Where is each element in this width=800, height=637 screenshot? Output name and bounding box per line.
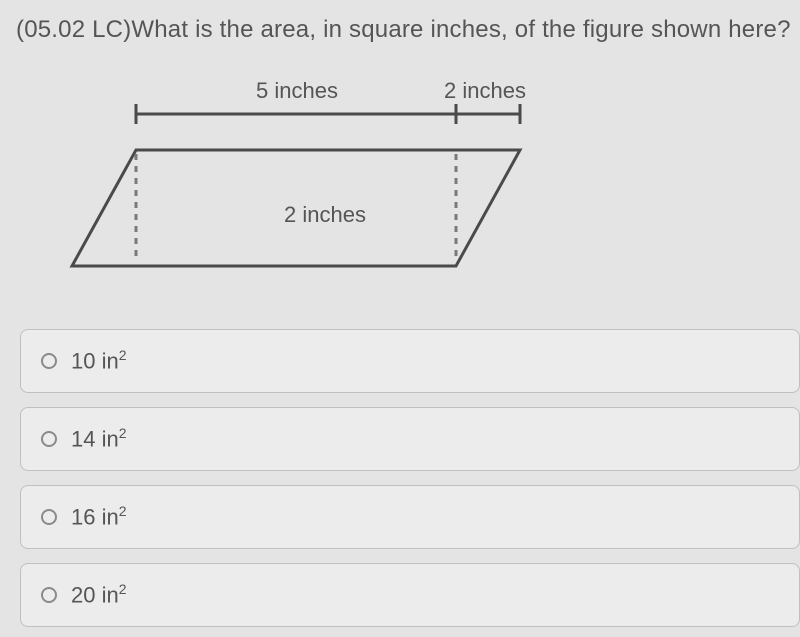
choice-exp-2: 2 bbox=[119, 503, 127, 519]
choice-val-2: 16 bbox=[71, 505, 95, 530]
choice-1[interactable]: 14 in2 bbox=[20, 407, 800, 471]
dim-label-5in: 5 inches bbox=[256, 78, 338, 103]
choice-0[interactable]: 10 in2 bbox=[20, 329, 800, 393]
choice-val-1: 14 bbox=[71, 427, 95, 452]
choice-exp-0: 2 bbox=[119, 347, 127, 363]
question-body: What is the area, in square inches, of t… bbox=[131, 16, 790, 43]
page-root: (05.02 LC)What is the area, in square in… bbox=[0, 0, 800, 637]
answer-choices: 10 in2 14 in2 16 in2 20 in2 bbox=[0, 329, 800, 627]
choice-2[interactable]: 16 in2 bbox=[20, 485, 800, 549]
choice-val-0: 10 bbox=[71, 349, 95, 374]
choice-val-3: 20 bbox=[71, 583, 95, 608]
radio-icon bbox=[41, 587, 57, 603]
dim-label-2in: 2 inches bbox=[444, 78, 526, 103]
choice-label-3: 20 in2 bbox=[71, 581, 127, 608]
figure-svg: 5 inches 2 inches bbox=[36, 70, 556, 300]
choice-label-1: 14 in2 bbox=[71, 425, 127, 452]
choice-unit-2: in bbox=[102, 505, 119, 530]
choice-exp-1: 2 bbox=[119, 425, 127, 441]
radio-icon bbox=[41, 353, 57, 369]
radio-icon bbox=[41, 431, 57, 447]
question-prefix: (05.02 LC) bbox=[16, 16, 131, 43]
radio-icon bbox=[41, 509, 57, 525]
height-label: 2 inches bbox=[284, 202, 366, 228]
choice-label-0: 10 in2 bbox=[71, 347, 127, 374]
question-text: (05.02 LC)What is the area, in square in… bbox=[16, 16, 800, 44]
choice-exp-3: 2 bbox=[119, 581, 127, 597]
choice-unit-1: in bbox=[102, 427, 119, 452]
figure: 5 inches 2 inches 2 inches bbox=[36, 70, 800, 310]
choice-unit-0: in bbox=[102, 349, 119, 374]
choice-label-2: 16 in2 bbox=[71, 503, 127, 530]
choice-3[interactable]: 20 in2 bbox=[20, 563, 800, 627]
choice-unit-3: in bbox=[102, 583, 119, 608]
